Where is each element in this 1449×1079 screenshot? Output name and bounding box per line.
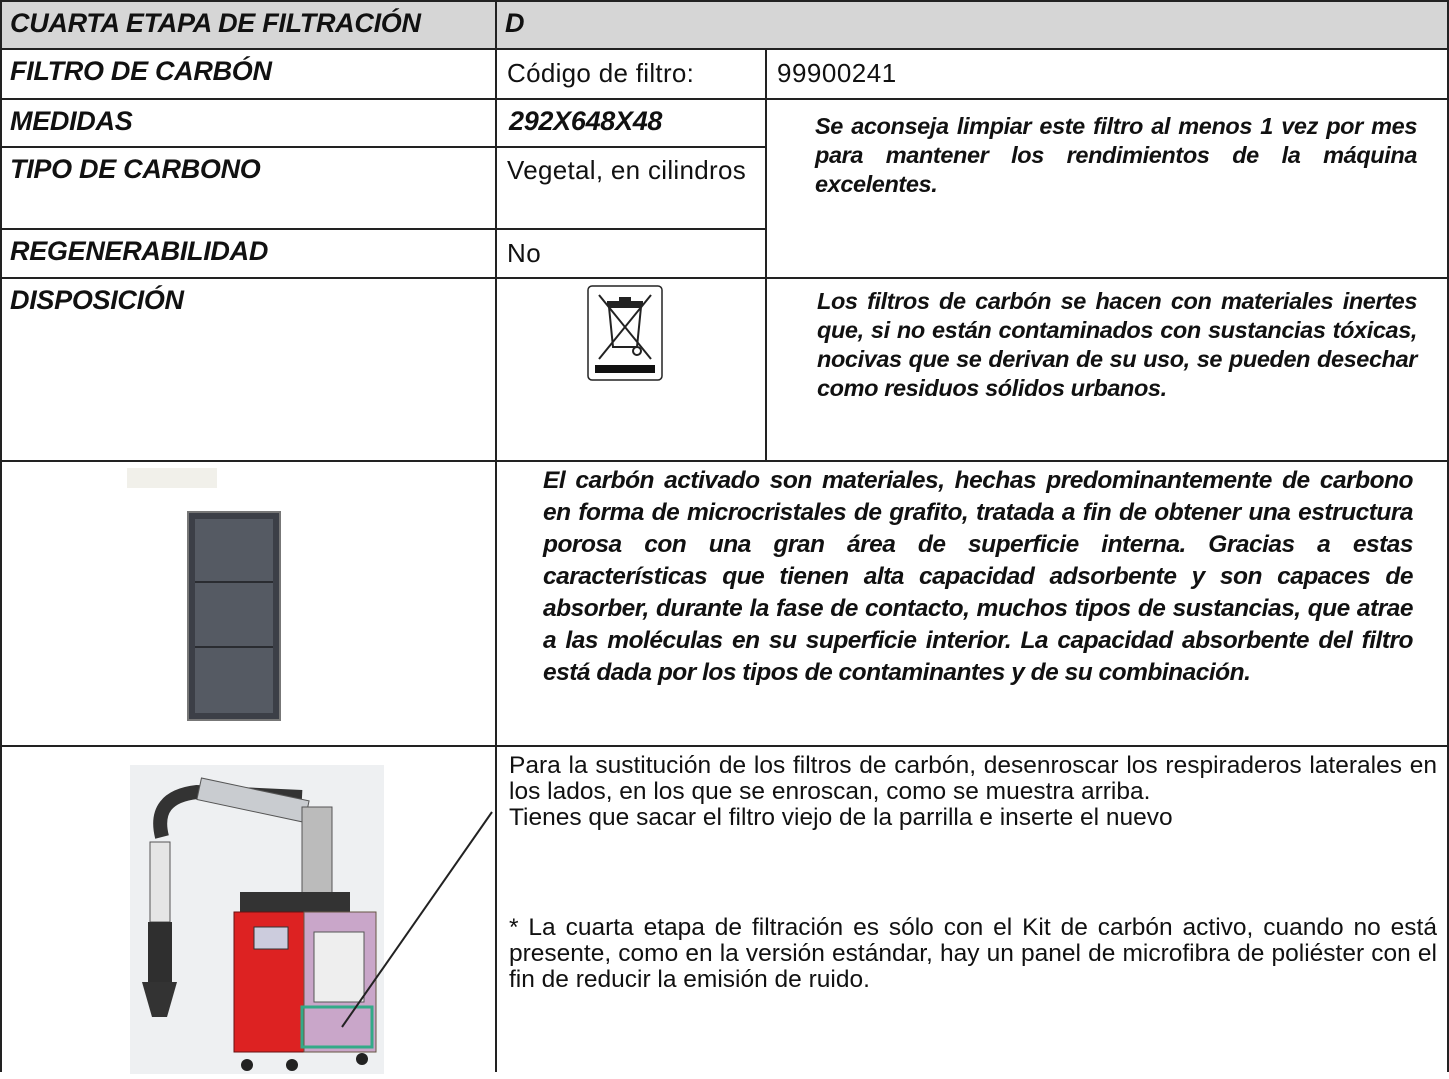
disposal-cell: Los filtros de carbón se hacen con mater… <box>765 277 1449 462</box>
label-cell: TIPO DE CARBONO <box>0 146 497 230</box>
note-cell: Se aconseja limpiar este filtro al menos… <box>765 98 1449 279</box>
regenerability-value: No <box>507 238 542 268</box>
carbon-type-label: TIPO DE CARBONO <box>10 154 261 184</box>
value-cell: 99900241 <box>765 48 1449 100</box>
measures-label: MEDIDAS <box>10 106 133 136</box>
value-cell: No <box>495 228 767 279</box>
label-cell: DISPOSICIÓN <box>0 277 497 462</box>
stage: D <box>505 8 525 38</box>
value-cell: Código de filtro: <box>495 48 767 100</box>
cleaning-note: Se aconseja limpiar este filtro al menos… <box>815 113 1417 197</box>
replacement-instructions: Para la sustitución de los filtros de ca… <box>509 752 1437 805</box>
filter-photo <box>127 468 281 721</box>
code: 99900241 <box>777 58 897 88</box>
replacement-cell: Para la sustitución de los filtros de ca… <box>495 745 1449 1072</box>
code-label: Código de filtro: <box>507 58 695 88</box>
replacement-step: Tienes que sacar el filtro viejo de la p… <box>509 804 1173 831</box>
machine-drawing <box>130 765 493 1074</box>
carbon-type-value: Vegetal, en cilindros <box>507 155 747 185</box>
label-cell: REGENERABILIDAD <box>0 228 497 279</box>
stage-cell: D <box>495 0 1449 50</box>
title: CUARTA ETAPA DE FILTRACIÓN <box>10 8 421 38</box>
regenerability-label: REGENERABILIDAD <box>10 236 269 266</box>
filter-label: FILTRO DE CARBÓN <box>10 56 272 86</box>
value-cell: Vegetal, en cilindros <box>495 146 767 230</box>
image-cell <box>0 745 497 1074</box>
description: El carbón activado son materiales, hecha… <box>543 467 1414 686</box>
title-cell: CUARTA ETAPA DE FILTRACIÓN <box>0 0 497 50</box>
image-cell <box>0 460 497 747</box>
label-cell: FILTRO DE CARBÓN <box>0 48 497 100</box>
disposal-text: Los filtros de carbón se hacen con mater… <box>817 288 1417 401</box>
disposal-label: DISPOSICIÓN <box>10 285 184 315</box>
label-cell: MEDIDAS <box>0 98 497 148</box>
weee-icon <box>587 285 663 381</box>
measures-value: 292X648X48 <box>509 106 663 136</box>
icon-cell <box>495 277 767 462</box>
description-cell: El carbón activado son materiales, hecha… <box>495 460 1449 747</box>
value-cell: 292X648X48 <box>495 98 767 148</box>
replacement-note: * La cuarta etapa de filtración es sólo … <box>509 914 1437 993</box>
